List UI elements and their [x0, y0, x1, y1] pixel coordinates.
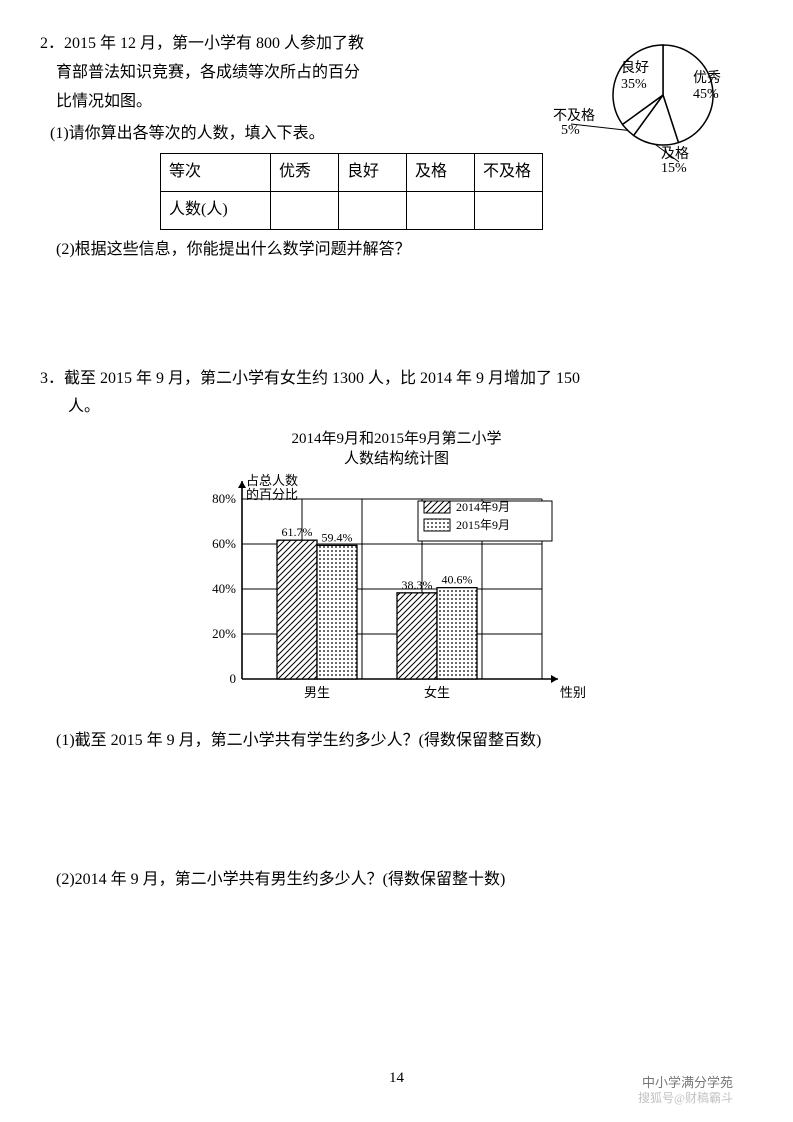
svg-text:优秀: 优秀 [693, 70, 721, 86]
td-blank [271, 191, 339, 229]
question-3: 3．截至 2015 年 9 月，第二小学有女生约 1300 人，比 2014 年… [40, 365, 753, 895]
th-grade: 等次 [161, 154, 271, 192]
bar-chart: 2014年9月和2015年9月第二小学 人数结构统计图 占总人数的百分比 0 20%… [172, 430, 622, 719]
table-row: 人数(人) [161, 191, 543, 229]
svg-text:61.7%: 61.7% [281, 525, 312, 539]
q3-part1: (1)截至 2015 年 9 月，第二小学共有学生约多少人？(得数保留整百数) [56, 727, 753, 756]
svg-text:38.3%: 38.3% [401, 578, 432, 592]
q2-part2: (2)根据这些信息，你能提出什么数学问题并解答？ [56, 236, 753, 265]
grade-table: 等次 优秀 良好 及格 不及格 人数(人) [160, 153, 543, 230]
q2-line1: 2．2015 年 12 月，第一小学有 800 人参加了教 [40, 30, 523, 59]
svg-text:80%: 80% [212, 491, 236, 506]
svg-text:男生: 男生 [303, 685, 329, 700]
th-pass: 及格 [407, 154, 475, 192]
th-good: 良好 [339, 154, 407, 192]
td-blank [339, 191, 407, 229]
td-count-label: 人数(人) [161, 191, 271, 229]
svg-text:40%: 40% [212, 581, 236, 596]
svg-text:45%: 45% [693, 87, 719, 102]
svg-text:20%: 20% [212, 626, 236, 641]
bar-title-2: 人数结构统计图 [172, 450, 622, 470]
svg-text:2014年9月: 2014年9月 [456, 500, 510, 514]
bar-title-1: 2014年9月和2015年9月第二小学 [172, 430, 622, 450]
td-blank [475, 191, 543, 229]
watermark-sohu: 搜狐号@财稿霸斗 [638, 1088, 733, 1110]
q2-part1: (1)请你算出各等次的人数，填入下表。 [50, 120, 523, 149]
svg-text:性别: 性别 [560, 685, 586, 700]
question-2: 2．2015 年 12 月，第一小学有 800 人参加了教 育部普法知识竞赛，各… [40, 30, 523, 149]
svg-text:女生: 女生 [423, 685, 449, 700]
q3-line2: 人。 [68, 393, 753, 422]
q2-line2: 育部普法知识竞赛，各成绩等次所占的百分 [56, 59, 523, 88]
q2-line3: 比情况如图。 [56, 88, 523, 117]
td-blank [407, 191, 475, 229]
svg-text:15%: 15% [661, 161, 687, 176]
table-row: 等次 优秀 良好 及格 不及格 [161, 154, 543, 192]
svg-text:良好: 良好 [621, 60, 649, 76]
svg-text:2015年9月: 2015年9月 [456, 518, 510, 532]
svg-text:59.4%: 59.4% [321, 531, 352, 545]
th-excellent: 优秀 [271, 154, 339, 192]
svg-text:及格: 及格 [661, 146, 689, 162]
q3-part2: (2)2014 年 9 月，第二小学共有男生约多少人？(得数保留整十数) [56, 866, 753, 895]
svg-text:35%: 35% [621, 77, 647, 92]
svg-text:0: 0 [229, 671, 236, 686]
svg-text:5%: 5% [561, 123, 580, 138]
svg-text:不及格: 不及格 [553, 108, 595, 124]
pie-chart: 优秀45%及格15%不及格5%良好35% [533, 20, 733, 170]
svg-text:的百分比: 的百分比 [246, 487, 298, 502]
svg-text:40.6%: 40.6% [441, 573, 472, 587]
svg-text:占总人数: 占总人数 [246, 473, 298, 488]
svg-text:60%: 60% [212, 536, 236, 551]
q3-line1: 3．截至 2015 年 9 月，第二小学有女生约 1300 人，比 2014 年… [40, 365, 753, 394]
